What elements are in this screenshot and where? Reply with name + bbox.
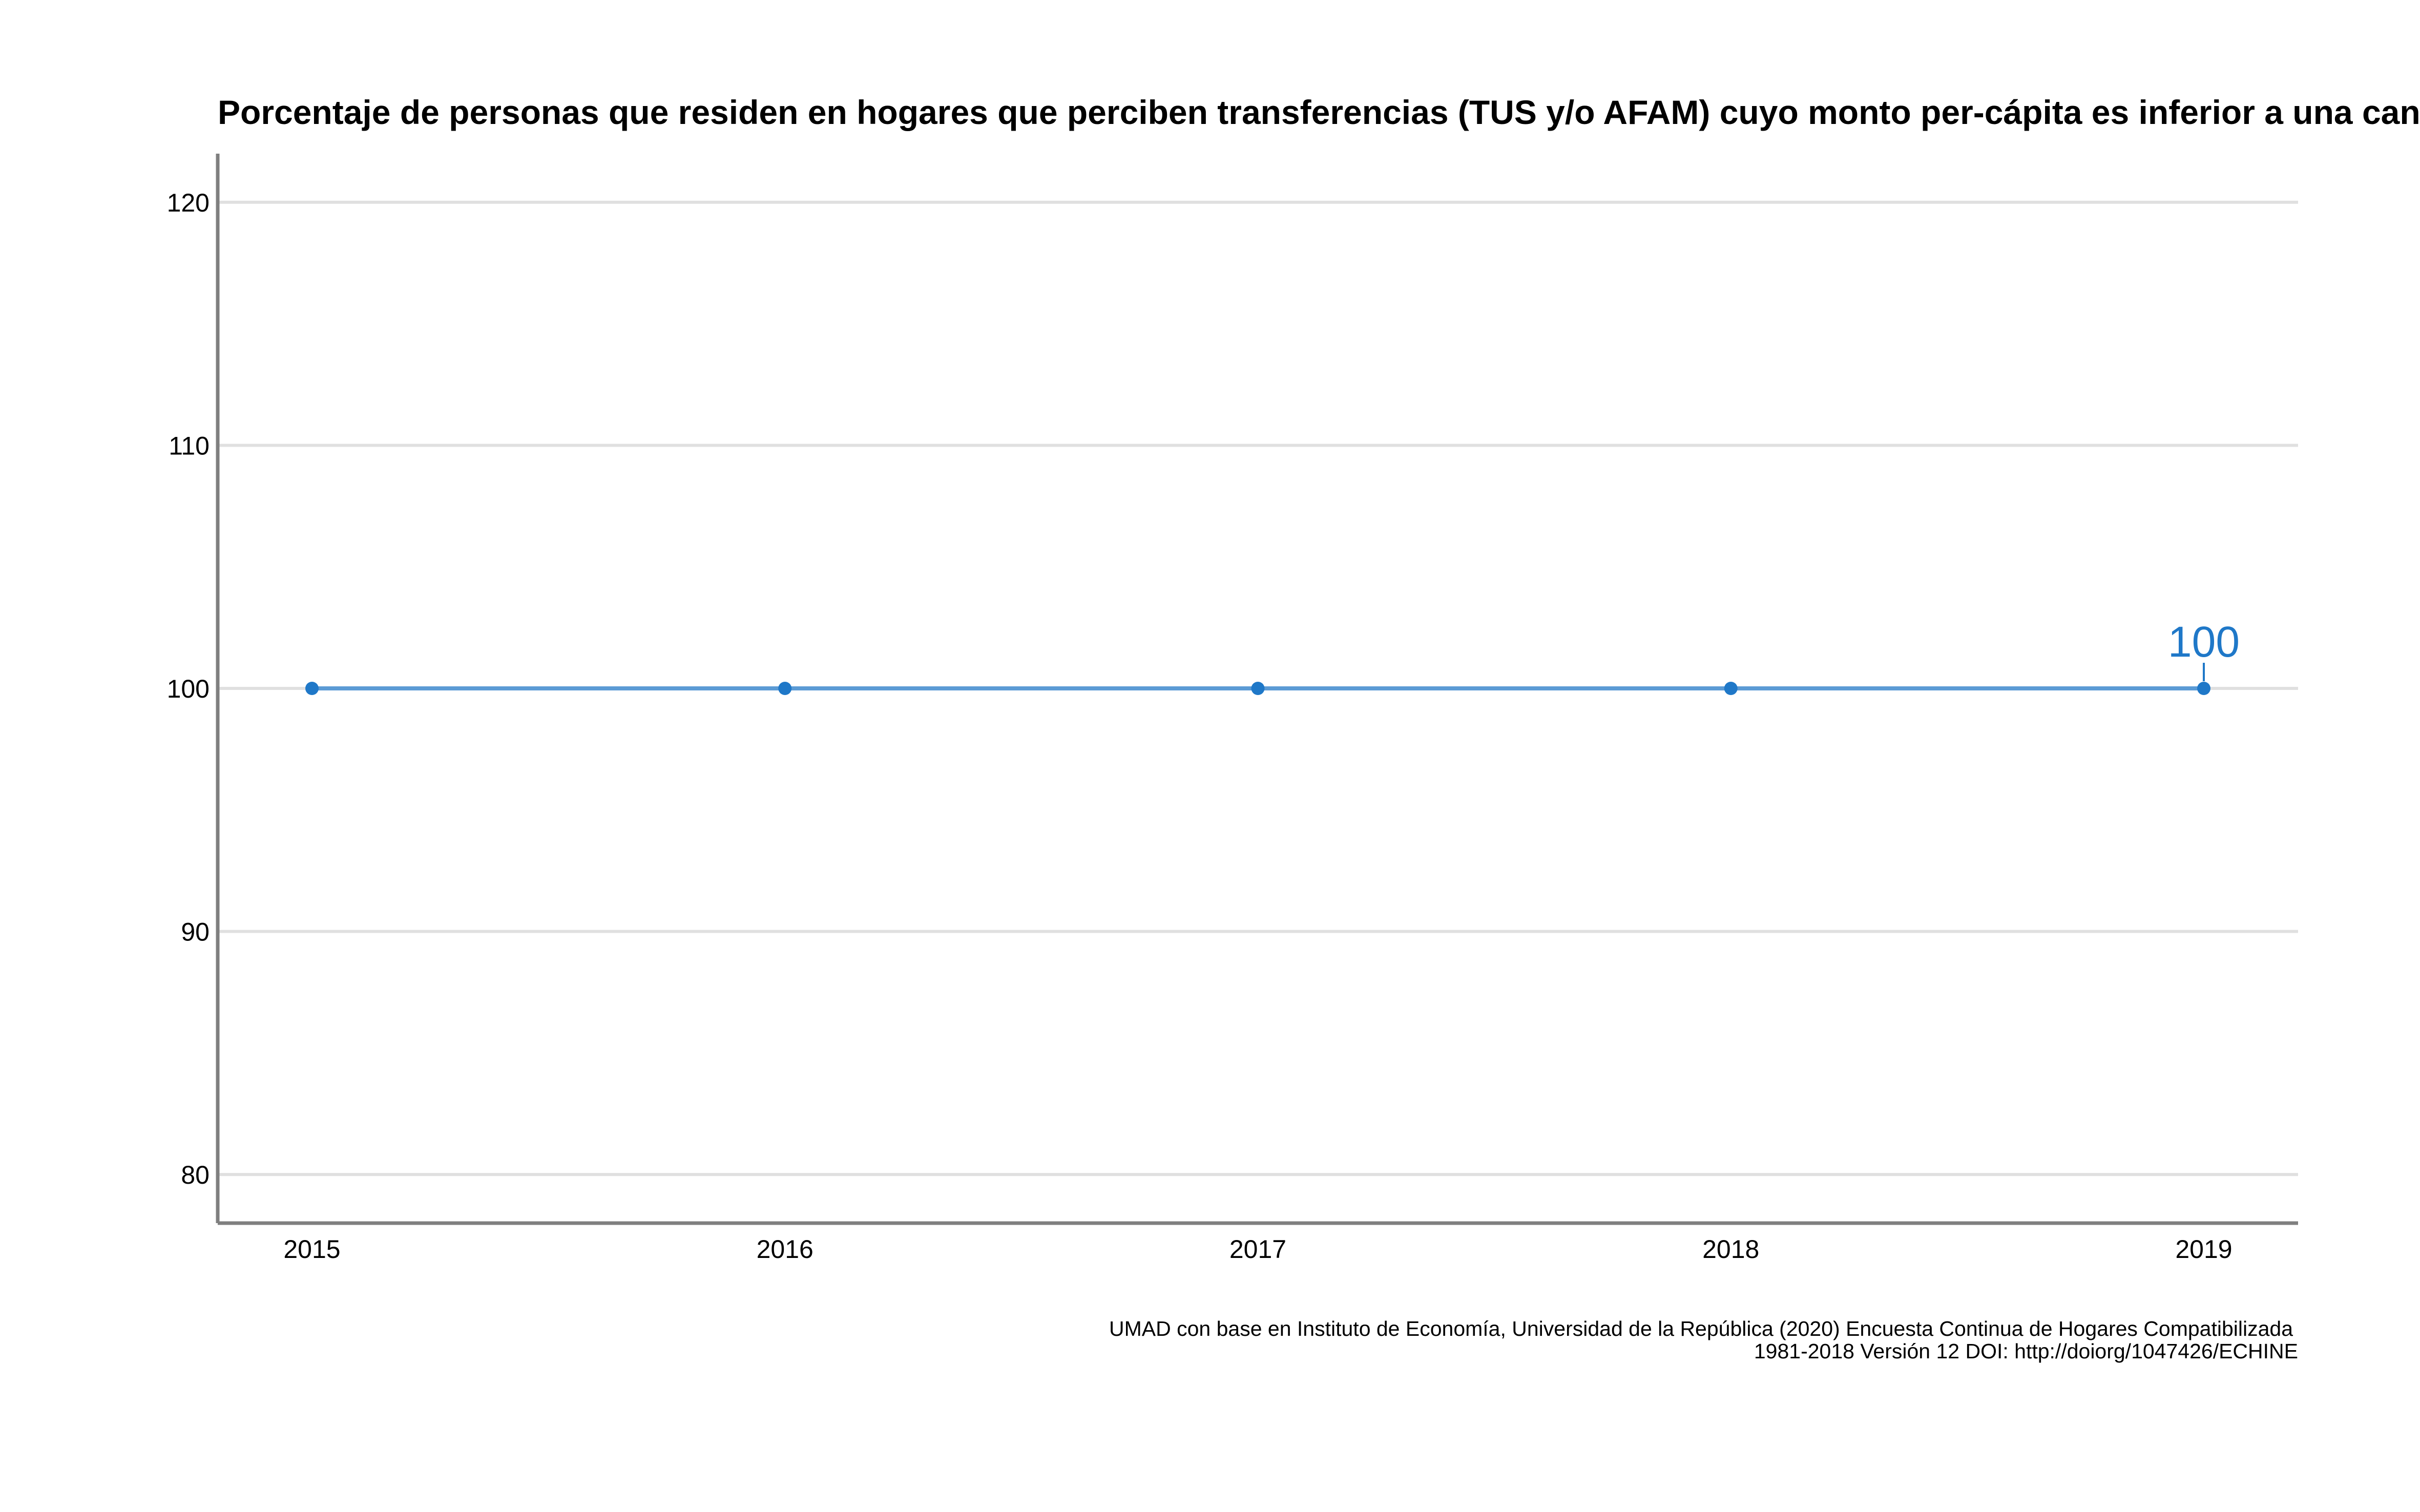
y-tick-label: 120: [167, 188, 210, 217]
y-tick-label: 110: [169, 431, 210, 460]
caption-line-2: 1981-2018 Versión 12 DOI: http://doiorg/…: [1754, 1339, 2298, 1363]
x-tick-label: 2016: [757, 1235, 813, 1264]
caption-line-1: UMAD con base en Instituto de Economía, …: [1109, 1317, 2293, 1340]
y-tick-label: 100: [167, 675, 210, 703]
tick-labels: 80 90 100 110 120 2015 2016 2017 2018 2019: [167, 188, 2233, 1264]
axes: [216, 154, 2298, 1225]
chart-title: Porcentaje de personas que residen en ho…: [218, 93, 2420, 131]
data-point: [2197, 682, 2210, 695]
data-point: [778, 682, 792, 695]
x-tick-label: 2015: [283, 1235, 340, 1264]
series: 100: [305, 618, 2240, 695]
y-tick-label: 80: [181, 1161, 210, 1189]
x-tick-label: 2018: [1702, 1235, 1759, 1264]
x-tick-label: 2017: [1229, 1235, 1286, 1264]
data-point: [305, 682, 319, 695]
data-point: [1251, 682, 1265, 695]
data-label: 100: [2168, 618, 2240, 666]
y-tick-label: 90: [181, 918, 210, 947]
x-tick-label: 2019: [2175, 1235, 2232, 1264]
data-point: [1724, 682, 1738, 695]
